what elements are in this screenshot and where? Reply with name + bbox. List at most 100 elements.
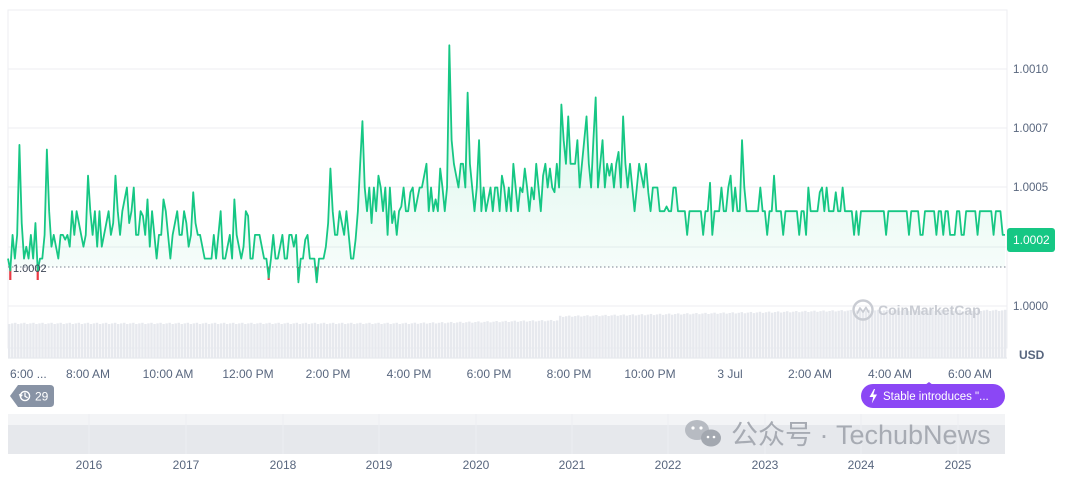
volume-bar xyxy=(873,310,877,358)
volume-bar xyxy=(919,310,922,358)
volume-bar xyxy=(867,309,871,358)
volume-bar xyxy=(861,311,865,358)
volume-bar xyxy=(271,324,274,358)
volume-bar xyxy=(610,315,613,358)
x-tick-label: 3 Jul xyxy=(717,367,742,381)
volume-bar xyxy=(316,324,320,358)
volume-bar xyxy=(622,314,625,358)
volume-bar xyxy=(334,324,338,358)
volume-bar xyxy=(1000,310,1004,358)
volume-bar xyxy=(891,310,895,358)
volume-bar xyxy=(213,322,217,358)
volume-bar xyxy=(701,313,704,358)
volume-bar xyxy=(207,324,211,358)
volume-bar xyxy=(565,316,568,358)
volume-bar xyxy=(68,322,71,358)
volume-bar xyxy=(810,311,813,358)
volume-bar xyxy=(116,324,120,358)
volume-bar xyxy=(501,321,504,358)
volume-bar xyxy=(916,311,919,358)
volume-bar xyxy=(126,324,129,358)
below-reference-segments xyxy=(9,267,318,280)
current-price-badge: 1.0002 xyxy=(1007,228,1055,252)
news-badge-label: Stable introduces "... xyxy=(883,391,989,403)
events-counter-button[interactable]: 29 xyxy=(10,385,54,407)
volume-bar xyxy=(661,314,665,358)
volume-bar xyxy=(928,310,931,358)
volume-bar xyxy=(325,324,329,358)
volume-bar xyxy=(443,323,447,358)
x-tick-label: 4:00 PM xyxy=(387,367,432,381)
volume-bar xyxy=(437,322,441,358)
volume-bar xyxy=(852,311,856,358)
volume-bar xyxy=(816,311,819,358)
volume-bar xyxy=(65,323,68,358)
volume-bar xyxy=(664,314,668,358)
volume-bar xyxy=(801,311,804,358)
volume-bar xyxy=(498,322,501,358)
volume-bar xyxy=(634,315,638,358)
volume-bar xyxy=(377,322,380,358)
volume-bar xyxy=(26,324,29,358)
volume-bar xyxy=(395,322,398,358)
volume-bar xyxy=(374,323,377,358)
volume-bar xyxy=(831,310,834,358)
volume-bar xyxy=(104,322,108,358)
volume-bar xyxy=(925,311,928,358)
volume-bar xyxy=(677,313,680,358)
volume-bar xyxy=(80,324,84,358)
volume-bar xyxy=(804,310,807,358)
volume-bar xyxy=(561,316,565,358)
volume-bar xyxy=(74,323,78,358)
volume-bar xyxy=(456,322,459,358)
volume-bar xyxy=(752,313,756,358)
volume-bar xyxy=(449,321,453,358)
overview-area xyxy=(8,425,1005,454)
volume-bar xyxy=(307,324,311,358)
volume-bar xyxy=(728,312,731,358)
volume-bar xyxy=(552,321,556,358)
x-tick-label: 10:00 PM xyxy=(624,367,675,381)
volume-bar xyxy=(462,322,465,358)
overview-navigator[interactable]: 2016 2017 2018 2019 2020 2021 2022 2023 2024 2025 xyxy=(8,414,1005,472)
volume-bar xyxy=(44,324,47,358)
volume-bar xyxy=(319,323,323,358)
volume-bar xyxy=(958,309,961,358)
volume-bar xyxy=(368,322,371,358)
volume-bar xyxy=(471,322,474,358)
volume-bar xyxy=(949,309,952,358)
volume-bar xyxy=(577,315,580,358)
news-badge[interactable]: Stable introduces "... xyxy=(861,382,1005,408)
volume-bar xyxy=(480,322,483,358)
volume-bar xyxy=(970,311,974,358)
volume-bar xyxy=(789,312,792,358)
x-tick-label: 8:00 AM xyxy=(66,367,110,381)
y-axis: 1.0010 1.0007 1.0005 1.0000 xyxy=(1013,64,1048,313)
volume-bar xyxy=(534,321,538,358)
volume-bar xyxy=(331,322,335,358)
volume-bar xyxy=(398,324,401,358)
volume-bar xyxy=(350,322,353,358)
volume-bar xyxy=(619,315,622,358)
year-tick-label: 2018 xyxy=(270,458,297,472)
volume-bar xyxy=(232,322,235,358)
volume-bar xyxy=(943,311,946,358)
volume-bar xyxy=(153,324,156,358)
volume-bar xyxy=(988,311,992,358)
y-tick-label: 1.0005 xyxy=(1013,182,1048,194)
volume-bar xyxy=(89,324,93,358)
coinmarketcap-text: CoinMarketCap xyxy=(878,302,981,318)
volume-bar xyxy=(386,322,389,358)
volume-bar xyxy=(767,311,771,358)
volume-bar xyxy=(337,323,341,358)
volume-bar xyxy=(589,316,592,358)
volume-bar xyxy=(922,309,925,358)
volume-bar xyxy=(649,313,653,358)
volume-bar xyxy=(758,311,762,358)
volume-bar xyxy=(328,323,332,358)
volume-bar xyxy=(383,323,386,358)
volume-bar xyxy=(746,312,750,358)
volume-bar xyxy=(792,311,795,358)
volume-bar xyxy=(120,323,123,358)
